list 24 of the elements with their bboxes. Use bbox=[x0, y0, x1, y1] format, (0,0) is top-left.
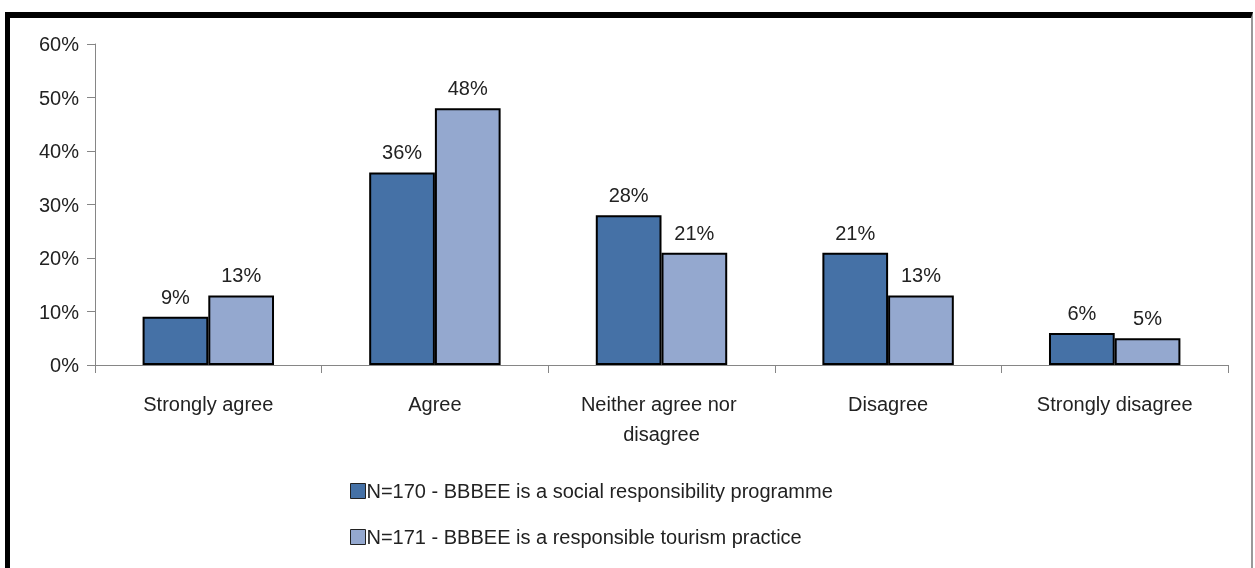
x-tick-label: Neither agree nor disagree bbox=[580, 393, 743, 445]
legend-label: N=170 - BBBEE is a social responsibility programme bbox=[366, 480, 833, 502]
y-tick-label: 0% bbox=[50, 354, 80, 376]
data-label: 21% bbox=[835, 221, 876, 244]
data-label: 6% bbox=[1067, 301, 1097, 324]
x-tick-label: Disagree bbox=[848, 393, 929, 415]
data-label: 9% bbox=[160, 285, 191, 308]
y-tick-label: 50% bbox=[38, 86, 80, 109]
data-label: 21% bbox=[674, 221, 715, 244]
x-tick-label: Agree bbox=[408, 393, 462, 415]
data-label: 48% bbox=[447, 77, 488, 100]
data-label: 13% bbox=[221, 264, 262, 287]
data-label: 36% bbox=[382, 141, 423, 164]
legend-label: N=171 - BBBEE is a responsible tourism practice bbox=[366, 526, 802, 548]
y-tick-label: 60% bbox=[38, 33, 80, 55]
y-tick-label: 10% bbox=[38, 300, 80, 323]
y-tick-label: 30% bbox=[38, 193, 80, 216]
y-tick-label: 40% bbox=[38, 140, 80, 162]
y-tick-label: 20% bbox=[38, 247, 80, 269]
data-label: 13% bbox=[900, 264, 942, 287]
data-label: 5% bbox=[1133, 307, 1163, 330]
data-label: 28% bbox=[608, 184, 649, 207]
x-tick-label: Strongly agree bbox=[143, 393, 274, 415]
x-tick-label: Strongly disagree bbox=[1036, 393, 1193, 415]
